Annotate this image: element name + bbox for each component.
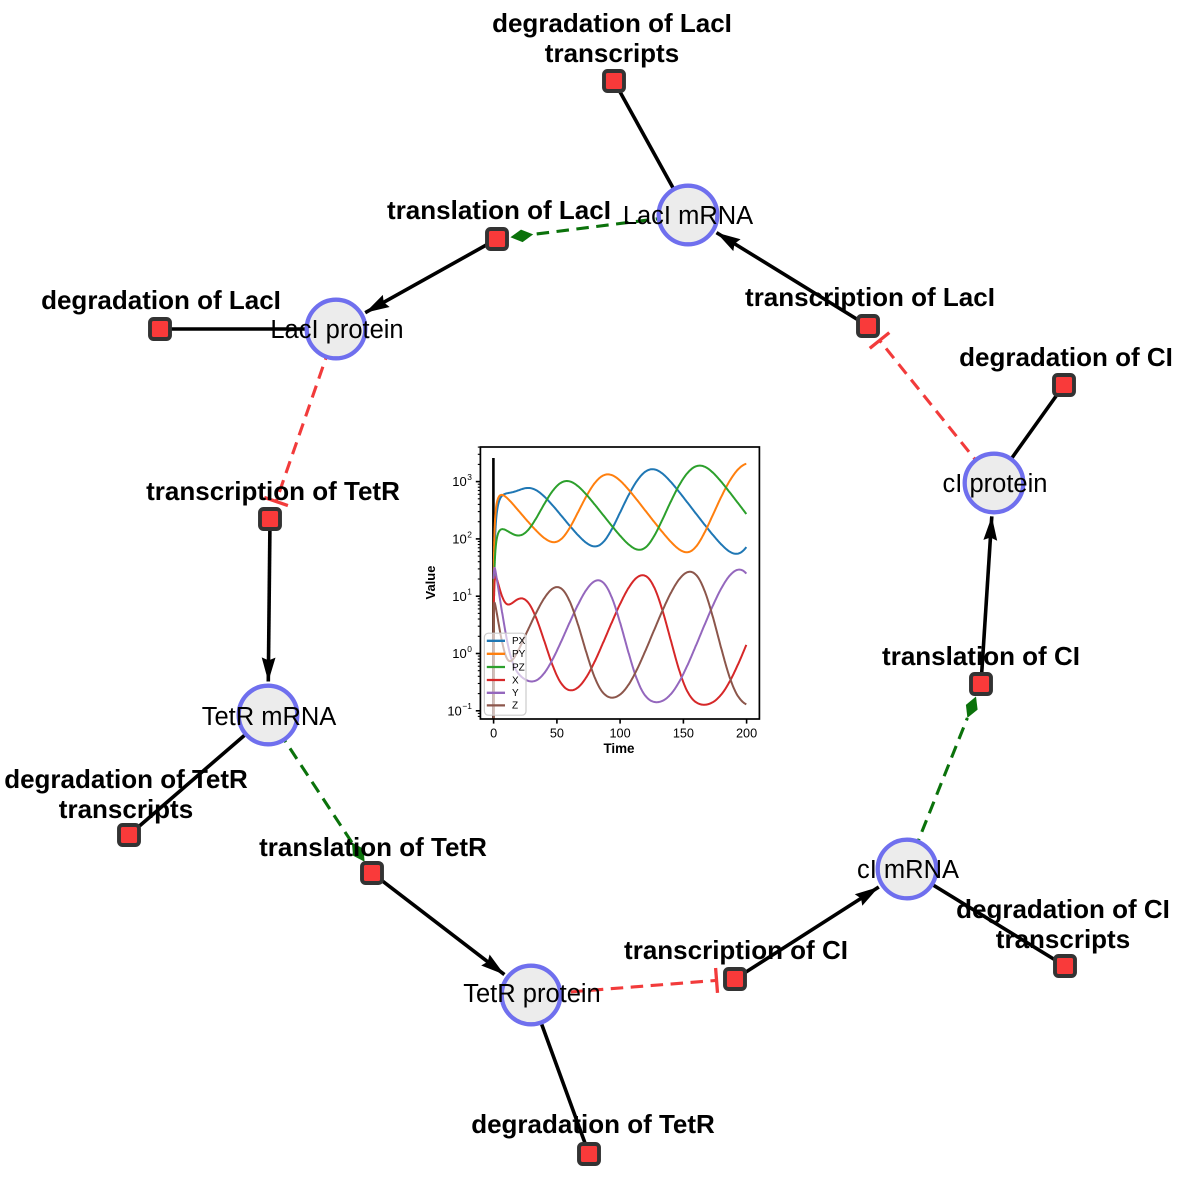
svg-text:0: 0 — [467, 644, 472, 654]
svg-text:cI protein: cI protein — [943, 470, 1048, 498]
svg-text:transcription of CI: transcription of CI — [624, 935, 848, 965]
svg-text:TetR protein: TetR protein — [463, 980, 601, 1008]
svg-text:degradation of TetR: degradation of TetR — [4, 764, 248, 794]
svg-text:LacI protein: LacI protein — [270, 316, 403, 344]
svg-text:50: 50 — [550, 726, 564, 740]
svg-text:PY: PY — [512, 649, 526, 660]
svg-text:10: 10 — [447, 703, 461, 718]
svg-text:100: 100 — [610, 726, 631, 740]
svg-text:3: 3 — [467, 472, 472, 482]
svg-text:degradation of TetR: degradation of TetR — [471, 1109, 715, 1139]
svg-text:degradation of LacI: degradation of LacI — [492, 8, 732, 38]
svg-text:LacI mRNA: LacI mRNA — [623, 202, 753, 230]
svg-text:1: 1 — [467, 587, 472, 597]
svg-text:transcripts: transcripts — [996, 924, 1130, 954]
svg-text:2: 2 — [467, 529, 472, 539]
svg-text:PZ: PZ — [512, 662, 525, 673]
svg-text:10: 10 — [452, 474, 466, 489]
svg-text:degradation of CI: degradation of CI — [956, 894, 1170, 924]
svg-text:Z: Z — [512, 701, 518, 712]
svg-text:translation of TetR: translation of TetR — [259, 832, 487, 862]
svg-text:10: 10 — [452, 646, 466, 661]
svg-text:X: X — [512, 675, 519, 686]
svg-text:cI mRNA: cI mRNA — [857, 856, 959, 884]
svg-text:transcription of TetR: transcription of TetR — [146, 476, 400, 506]
svg-text:Time: Time — [603, 741, 634, 756]
svg-text:10: 10 — [452, 589, 466, 604]
svg-text:translation of LacI: translation of LacI — [387, 195, 611, 225]
svg-text:200: 200 — [736, 726, 757, 740]
svg-text:150: 150 — [673, 726, 694, 740]
svg-text:degradation of CI: degradation of CI — [959, 342, 1173, 372]
svg-text:Value: Value — [423, 566, 438, 600]
svg-text:degradation of LacI: degradation of LacI — [41, 285, 281, 315]
svg-text:Y: Y — [512, 688, 519, 699]
svg-text:translation of CI: translation of CI — [882, 641, 1080, 671]
svg-text:−1: −1 — [462, 701, 472, 711]
svg-text:PX: PX — [512, 636, 526, 647]
svg-text:transcripts: transcripts — [59, 794, 193, 824]
svg-text:TetR mRNA: TetR mRNA — [202, 703, 337, 731]
svg-text:transcription of LacI: transcription of LacI — [745, 282, 995, 312]
svg-text:0: 0 — [490, 726, 497, 740]
svg-text:10: 10 — [452, 532, 466, 547]
svg-text:transcripts: transcripts — [545, 38, 679, 68]
